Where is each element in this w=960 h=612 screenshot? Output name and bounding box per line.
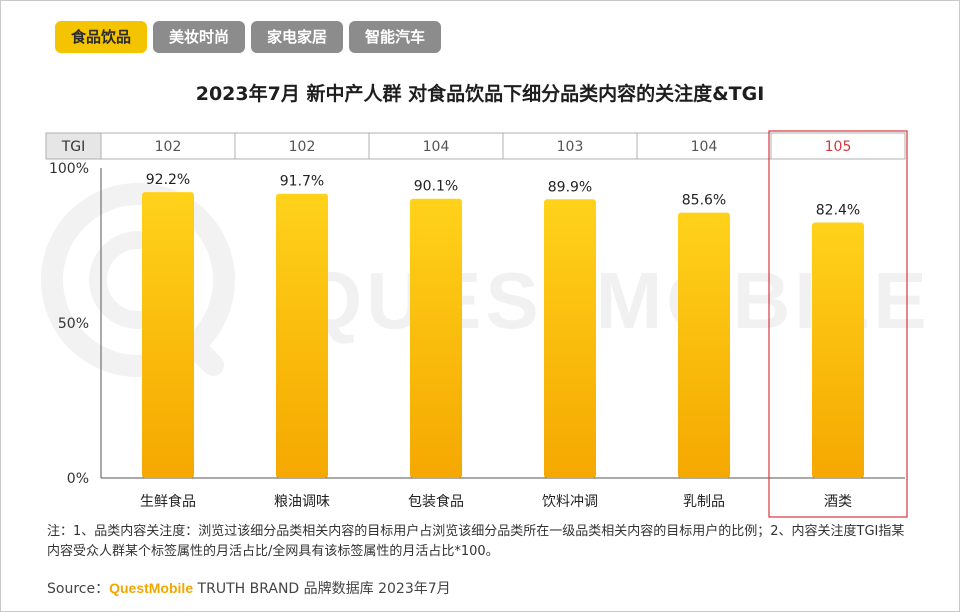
y-tick-label: 100% — [49, 161, 89, 177]
tgi-value: 105 — [825, 139, 852, 155]
tab-beauty-fashion[interactable]: 美妆时尚 — [153, 21, 246, 53]
tgi-cell — [234, 132, 370, 160]
bar — [276, 193, 328, 479]
x-tick-label: 乳制品 — [683, 494, 725, 510]
bar-value-label: 91.7% — [280, 174, 324, 190]
x-tick-label: 生鲜食品 — [140, 493, 196, 510]
bar-value-label: 89.9% — [548, 179, 592, 195]
tgi-value: 104 — [423, 139, 450, 155]
x-tick-label: 粮油调味 — [274, 494, 330, 510]
tgi-cell — [100, 132, 236, 160]
tgi-header-cell — [45, 132, 102, 160]
source-line: Source：QuestMobile TRUTH BRAND 品牌数据库 202… — [47, 578, 451, 598]
bar — [142, 192, 194, 478]
tab-smart-car[interactable]: 智能汽车 — [349, 21, 442, 53]
bar — [410, 198, 462, 478]
category-tabs: 食品饮品 美妆时尚 家电家居 智能汽车 — [55, 21, 442, 53]
source-prefix: Source： — [47, 581, 110, 597]
chart-title: 2023年7月 新中产人群 对食品饮品下细分品类内容的关注度&TGI — [195, 83, 765, 105]
tgi-value: 104 — [691, 139, 718, 155]
tab-appliance-home[interactable]: 家电家居 — [251, 21, 344, 53]
bar-value-label: 90.1% — [414, 179, 458, 195]
bar — [544, 199, 596, 478]
highlight-box — [768, 130, 908, 518]
tgi-cell — [636, 132, 772, 160]
tgi-cell — [502, 132, 638, 160]
bar-value-label: 82.4% — [816, 203, 860, 219]
x-tick-label: 饮料冲调 — [542, 494, 598, 510]
tgi-value: 103 — [557, 139, 584, 155]
bar — [812, 222, 864, 478]
x-tick-label: 包装食品 — [408, 493, 464, 510]
bar-chart: TGI 102 102 104 103 104 105 0% 50% 100% 92.2% 生鲜食… — [45, 130, 908, 518]
tgi-header-label: TGI — [61, 139, 86, 155]
bar-value-label: 85.6% — [682, 193, 726, 209]
footnote: 注：1、品类内容关注度：浏览过该细分品类相关内容的目标用户占浏览该细分品类所在一… — [47, 524, 905, 559]
source-rest: TRUTH BRAND 品牌数据库 2023年7月 — [193, 581, 451, 597]
tab-food-drink[interactable]: 食品饮品 — [55, 21, 148, 53]
bar — [678, 212, 730, 478]
y-tick-label: 0% — [67, 471, 89, 487]
tgi-value: 102 — [155, 139, 182, 155]
tgi-cell — [770, 132, 906, 160]
tgi-value: 102 — [289, 139, 316, 155]
y-tick-label: 50% — [58, 316, 89, 332]
source-brand: QuestMobile — [109, 580, 194, 596]
bar-value-label: 92.2% — [146, 172, 190, 188]
x-tick-label: 酒类 — [824, 494, 852, 510]
